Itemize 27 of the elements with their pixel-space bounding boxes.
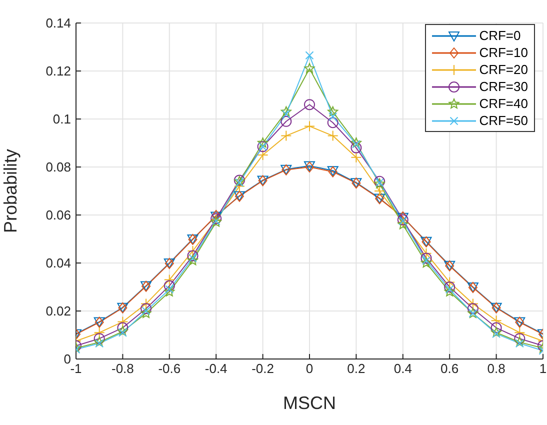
legend-label: CRF=40 <box>479 96 528 111</box>
y-tick-label: 0.08 <box>46 160 71 175</box>
y-tick-label: 0 <box>64 352 71 367</box>
y-tick-label: 0.04 <box>46 256 71 271</box>
x-axis-title: MSCN <box>283 393 336 413</box>
legend-label: CRF=10 <box>479 45 528 60</box>
x-tick-label: -0.2 <box>252 361 274 376</box>
x-tick-label: -0.4 <box>204 361 228 376</box>
x-tick-label: 0.6 <box>440 361 459 376</box>
x-tick-label: 0.8 <box>487 361 506 376</box>
x-tick-label: 0.4 <box>394 361 412 376</box>
x-tick-label: -1 <box>70 361 82 376</box>
y-tick-label: 0.12 <box>46 64 71 79</box>
x-tick-label: 0 <box>306 361 314 376</box>
y-tick-label: 0.06 <box>46 208 71 223</box>
x-tick-label: 0.2 <box>347 361 366 376</box>
legend-label: CRF=20 <box>479 62 528 77</box>
y-tick-label: 0.02 <box>46 304 71 319</box>
legend-label: CRF=0 <box>479 28 521 43</box>
y-tick-label: 0.1 <box>52 112 71 127</box>
y-tick-label: 0.14 <box>46 16 71 31</box>
x-tick-label: -0.6 <box>158 361 181 376</box>
x-tick-label: -0.8 <box>111 361 134 376</box>
y-axis-title: Probability <box>0 148 20 234</box>
x-tick-label: 1 <box>539 361 547 376</box>
legend-label: CRF=30 <box>479 79 528 94</box>
legend-label: CRF=50 <box>479 113 528 128</box>
